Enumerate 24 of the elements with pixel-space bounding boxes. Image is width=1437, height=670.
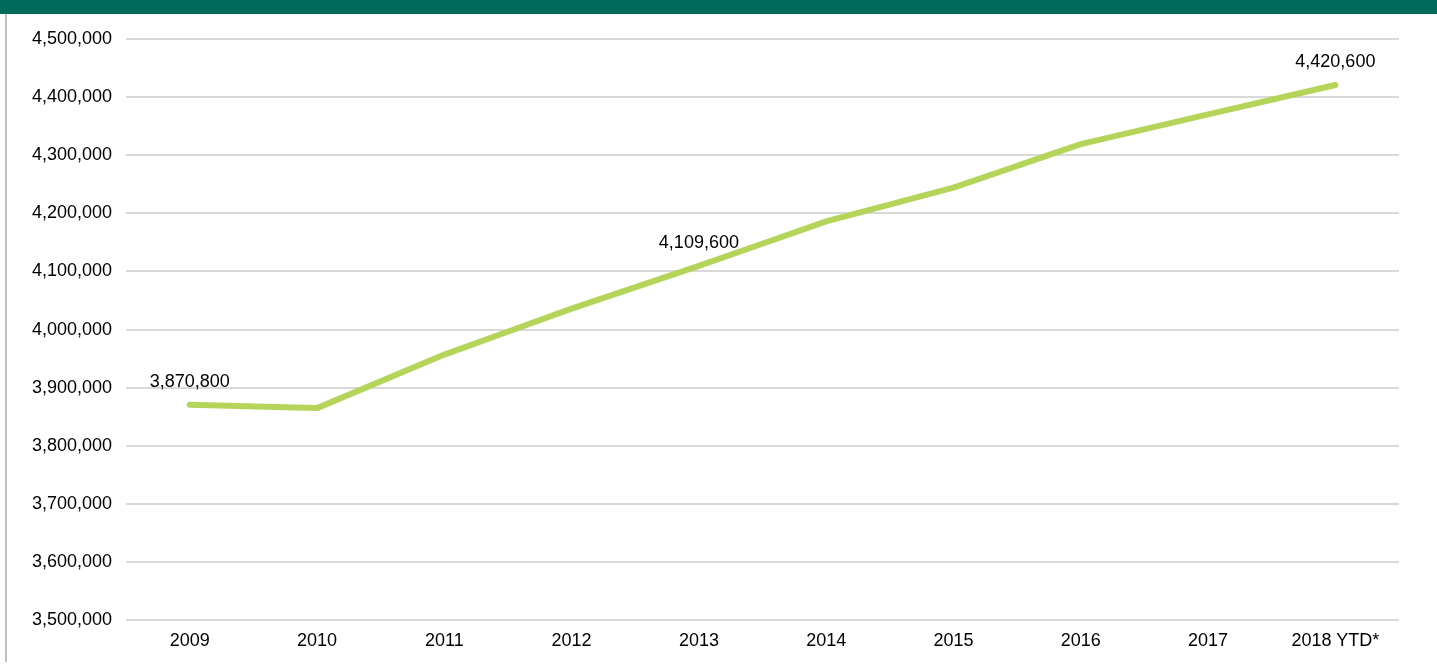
- data-label: 4,420,600: [1295, 50, 1376, 71]
- x-tick-label: 2011: [424, 630, 464, 651]
- x-tick-label: 2013: [678, 630, 719, 651]
- x-tick-label: 2015: [933, 630, 974, 651]
- data-label: 3,870,800: [149, 370, 230, 391]
- x-tick-label: 2016: [1060, 630, 1101, 651]
- y-tick-label: 4,400,000: [32, 85, 113, 106]
- y-tick-label: 4,200,000: [32, 202, 113, 223]
- x-tick-label: 2010: [296, 630, 338, 651]
- data-label: 4,109,600: [658, 231, 739, 252]
- y-tick-label: 4,500,000: [32, 27, 113, 48]
- y-tick-label: 4,300,000: [32, 144, 113, 165]
- x-tick-label: 2017: [1188, 630, 1229, 651]
- x-tick-label: 2012: [551, 630, 592, 651]
- y-tick-label: 3,500,000: [32, 609, 113, 630]
- y-tick-label: 3,700,000: [32, 493, 113, 514]
- y-tick-label: 4,100,000: [32, 260, 113, 281]
- y-tick-label: 3,600,000: [32, 551, 113, 572]
- y-tick-label: 4,000,000: [32, 318, 113, 339]
- y-tick-label: 3,800,000: [32, 434, 113, 455]
- y-tick-label: 3,900,000: [32, 376, 113, 397]
- x-tick-label: 2018 YTD*: [1291, 630, 1380, 651]
- x-tick-label: 2014: [806, 630, 847, 651]
- x-tick-label: 2009: [169, 630, 210, 651]
